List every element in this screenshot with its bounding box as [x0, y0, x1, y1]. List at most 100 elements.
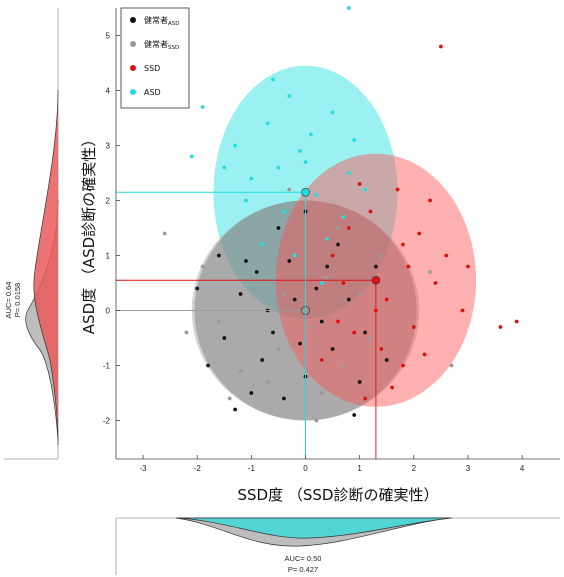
y-tick-label: 4: [106, 87, 111, 96]
point-健常者SSD: [281, 292, 286, 296]
point-ASD: [271, 77, 275, 82]
point-SSD: [336, 319, 340, 324]
point-SSD: [368, 209, 373, 214]
bottom-auc-label: AUC= 0.50: [285, 554, 322, 563]
point-SSD: [384, 297, 389, 302]
point-健常者SSD: [265, 380, 270, 384]
legend-label: ASD: [144, 88, 161, 97]
point-健常者ASD: [384, 358, 389, 362]
point-SSD: [346, 226, 351, 230]
point-SSD: [498, 325, 503, 329]
point-ASD: [233, 143, 238, 148]
point-健常者SSD: [319, 391, 324, 395]
point-SSD: [411, 325, 416, 329]
point-SSD: [379, 347, 384, 351]
point-SSD: [466, 264, 470, 269]
point-健常者SSD: [287, 187, 292, 192]
legend-marker: [130, 17, 136, 23]
point-健常者SSD: [200, 264, 205, 269]
point-ASD: [200, 105, 205, 109]
point-ASD: [352, 138, 357, 142]
point-ASD: [303, 160, 308, 164]
point-健常者SSD: [216, 319, 221, 324]
point-健常者SSD: [238, 369, 243, 373]
point-健常者SSD: [341, 363, 346, 368]
point-健常者SSD: [184, 330, 189, 335]
point-健常者SSD: [379, 253, 384, 258]
left-density-red: [33, 89, 59, 446]
y-tick-label: 3: [106, 142, 111, 151]
x-tick-label: 3: [466, 464, 471, 473]
point-健常者ASD: [222, 336, 227, 340]
point-SSD: [433, 281, 438, 285]
point-健常者SSD: [309, 325, 313, 329]
y-ticks: -2 -1 0 1 2 3 4 5: [103, 32, 120, 426]
point-ASD: [265, 121, 270, 126]
y-tick-label: 2: [106, 197, 111, 206]
point-SSD: [341, 281, 346, 285]
point-健常者ASD: [260, 358, 265, 362]
point-健常者ASD: [195, 286, 200, 291]
point-ASD: [346, 171, 351, 175]
point-ASD: [292, 253, 297, 258]
point-SSD: [438, 44, 443, 49]
point-健常者ASD: [363, 330, 367, 335]
point-SSD: [352, 330, 357, 335]
point-ASD: [325, 237, 330, 241]
point-健常者SSD: [428, 270, 432, 274]
point-健常者SSD: [254, 237, 259, 241]
point-ASD: [287, 94, 292, 98]
point-SSD: [357, 182, 362, 186]
point-ASD: [222, 165, 227, 170]
point-健常者ASD: [244, 259, 248, 263]
y-tick-label: 5: [106, 32, 111, 41]
point-ASD: [346, 6, 351, 10]
group-ellipses: [191, 65, 477, 421]
legend-label: SSD: [144, 64, 160, 73]
point-ASD: [298, 149, 302, 153]
legend-marker: [130, 41, 136, 47]
point-SSD: [401, 242, 405, 247]
y-axis-label: ASD度 （ASD診断の確実性）: [80, 132, 98, 334]
x-tick-label: 2: [412, 464, 417, 473]
point-健常者SSD: [368, 336, 373, 340]
point-健常者ASD: [314, 286, 319, 291]
legend-box: [120, 7, 190, 109]
point-健常者ASD: [216, 253, 221, 258]
point-健常者ASD: [271, 330, 275, 335]
left-auc-label: AUC= 0.64: [4, 282, 13, 319]
point-ASD: [244, 198, 248, 203]
point-健常者ASD: [374, 264, 378, 269]
point-SSD: [514, 319, 519, 324]
point-健常者ASD: [292, 297, 297, 302]
point-SSD: [428, 198, 432, 203]
point-健常者SSD: [336, 226, 340, 230]
centroids: [116, 187, 381, 459]
point-健常者SSD: [314, 418, 319, 423]
point-健常者ASD: [206, 363, 210, 368]
x-tick-label: 4: [520, 464, 525, 473]
centroid-ASD: [301, 187, 310, 197]
axes: [115, 8, 560, 460]
point-健常者ASD: [281, 396, 286, 401]
point-SSD: [390, 385, 395, 390]
point-SSD: [363, 396, 367, 401]
bottom-density-cyan: [179, 517, 453, 539]
x-tick-label: -2: [194, 464, 202, 473]
left-p-label: P= 0.0158: [13, 283, 22, 317]
point-ASD: [319, 281, 324, 285]
point-SSD: [330, 253, 335, 258]
bottom-p-label: P= 0.427: [288, 565, 318, 574]
point-健常者ASD: [276, 226, 281, 230]
point-健常者SSD: [162, 231, 167, 236]
y-tick-label: 1: [106, 252, 111, 261]
point-健常者SSD: [276, 347, 281, 351]
point-ASD: [341, 215, 346, 219]
point-ASD: [309, 132, 313, 137]
point-ASD: [330, 110, 335, 115]
point-健常者ASD: [357, 380, 362, 384]
point-健常者ASD: [319, 319, 324, 324]
centroid-SSD: [371, 275, 381, 285]
